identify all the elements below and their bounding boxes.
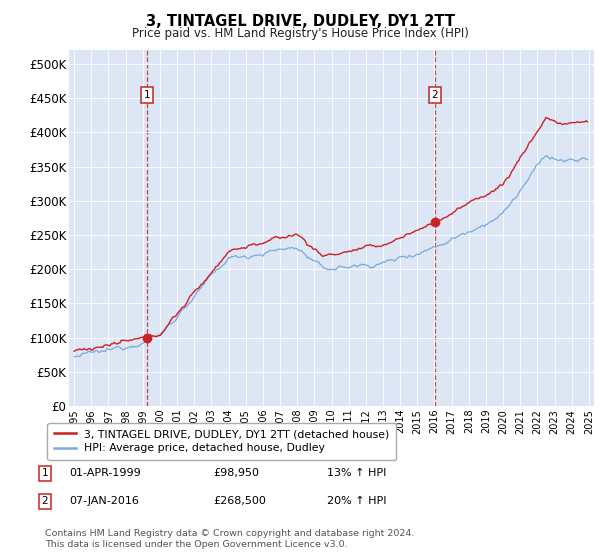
Text: 3, TINTAGEL DRIVE, DUDLEY, DY1 2TT: 3, TINTAGEL DRIVE, DUDLEY, DY1 2TT xyxy=(146,14,455,29)
Text: 20% ↑ HPI: 20% ↑ HPI xyxy=(327,496,386,506)
Text: 1: 1 xyxy=(144,90,151,100)
Text: 07-JAN-2016: 07-JAN-2016 xyxy=(69,496,139,506)
Text: Price paid vs. HM Land Registry's House Price Index (HPI): Price paid vs. HM Land Registry's House … xyxy=(131,27,469,40)
Text: £268,500: £268,500 xyxy=(213,496,266,506)
Text: 2: 2 xyxy=(41,496,49,506)
Text: 01-APR-1999: 01-APR-1999 xyxy=(69,468,141,478)
Text: 13% ↑ HPI: 13% ↑ HPI xyxy=(327,468,386,478)
Legend: 3, TINTAGEL DRIVE, DUDLEY, DY1 2TT (detached house), HPI: Average price, detache: 3, TINTAGEL DRIVE, DUDLEY, DY1 2TT (deta… xyxy=(47,423,396,460)
Text: 1: 1 xyxy=(41,468,49,478)
Text: £98,950: £98,950 xyxy=(213,468,259,478)
Text: Contains HM Land Registry data © Crown copyright and database right 2024.
This d: Contains HM Land Registry data © Crown c… xyxy=(45,529,415,549)
Text: 2: 2 xyxy=(431,90,438,100)
